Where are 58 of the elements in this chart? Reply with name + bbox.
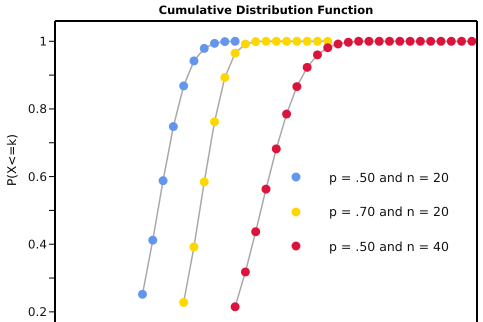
point [446, 36, 456, 46]
point [262, 36, 270, 46]
point [240, 40, 250, 48]
point [251, 227, 260, 236]
point [323, 43, 332, 52]
point [179, 298, 188, 307]
point [302, 62, 312, 72]
y-tick-label: 0.8 [28, 102, 47, 116]
point [148, 236, 158, 245]
point [240, 267, 250, 276]
point [220, 37, 230, 46]
y-axis-title: P(X<=k) [5, 134, 19, 186]
point [189, 56, 198, 66]
point [230, 302, 240, 312]
point [302, 36, 312, 46]
point [416, 36, 425, 46]
point [354, 36, 364, 46]
legend-label: p = .70 and n = 20 [329, 204, 449, 220]
y-tick-label: 0.6 [28, 170, 47, 184]
point [262, 184, 270, 194]
legend-label: p = .50 and n = 20 [329, 170, 449, 185]
point [220, 72, 230, 82]
point [344, 38, 353, 47]
y-tick-label: 0.2 [28, 305, 47, 320]
point [385, 36, 394, 46]
point [406, 36, 415, 46]
point [282, 36, 292, 46]
point [272, 144, 281, 154]
point [189, 242, 198, 252]
point [200, 44, 209, 53]
point [436, 36, 446, 46]
point [251, 37, 260, 46]
point [230, 48, 240, 58]
point [334, 40, 343, 48]
point [282, 110, 292, 119]
point [168, 122, 178, 132]
point [292, 36, 302, 46]
point [374, 36, 384, 46]
legend-label: p = .50 and n = 40 [329, 238, 449, 254]
point [467, 36, 476, 46]
point [426, 36, 436, 46]
y-tick-label: 0.4 [28, 237, 47, 252]
point [312, 36, 322, 46]
point [138, 290, 147, 299]
chart-title: Cumulative Distribution Function [158, 3, 374, 17]
point [292, 82, 302, 92]
point [457, 36, 466, 46]
point [272, 36, 281, 46]
point [364, 36, 374, 46]
point [179, 81, 188, 90]
point [158, 176, 168, 186]
point [395, 36, 404, 46]
point [230, 36, 240, 46]
point [200, 177, 209, 186]
point [312, 50, 322, 60]
point [210, 38, 220, 48]
point [210, 117, 220, 126]
y-tick-label: 1 [39, 34, 47, 49]
